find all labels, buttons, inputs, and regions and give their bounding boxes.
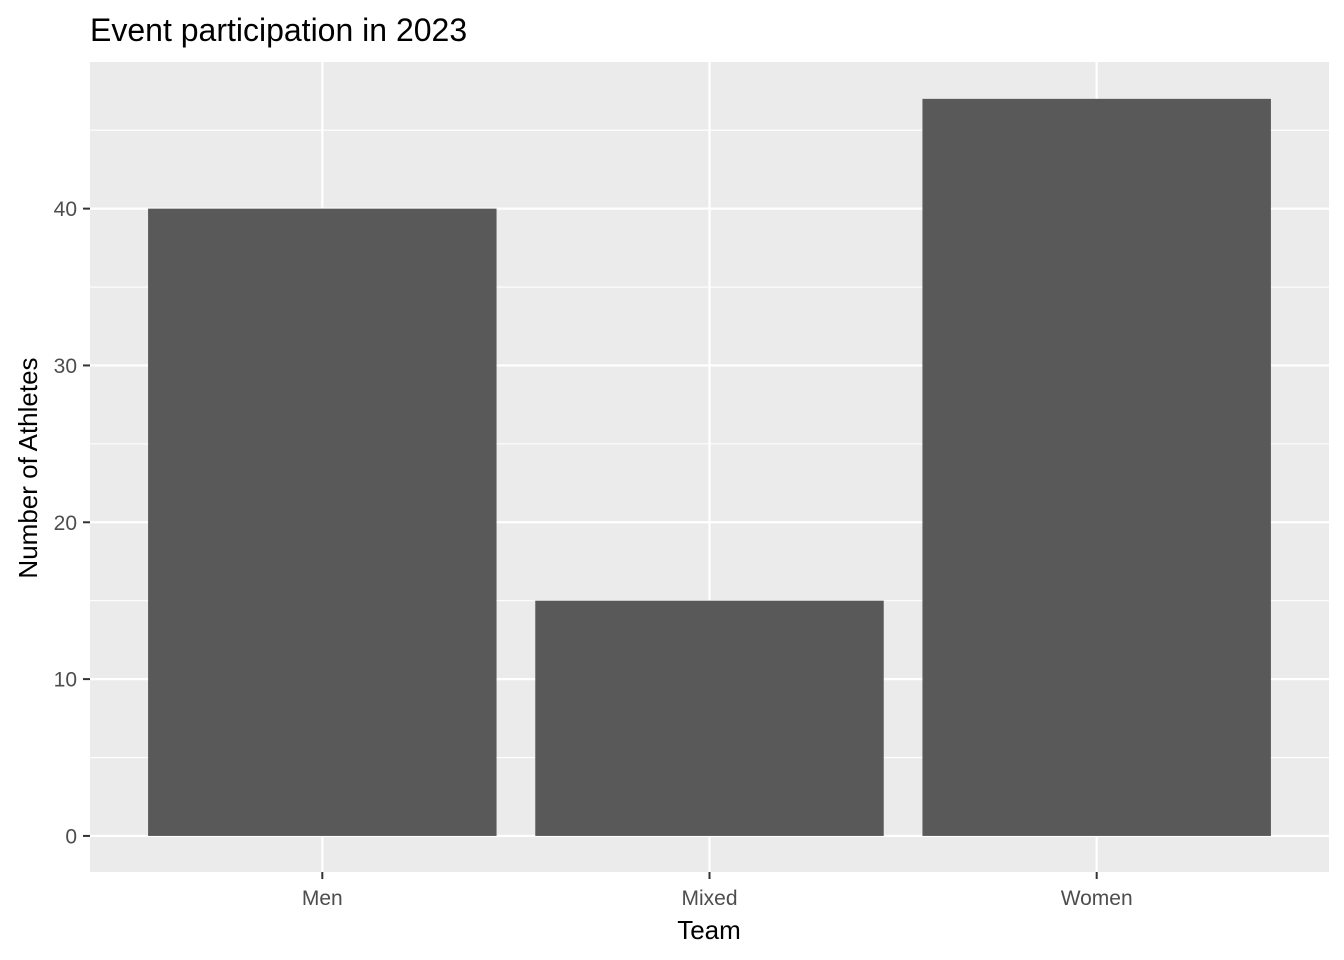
y-tick-label: 30 <box>54 355 77 378</box>
x-tick-label: Women <box>1061 887 1133 910</box>
bar-women <box>922 98 1271 836</box>
x-tick-label: Mixed <box>681 887 737 910</box>
y-axis: 0 10 20 30 40 <box>54 198 90 848</box>
x-axis-title: Team <box>677 915 741 945</box>
y-tick-label: 40 <box>54 198 77 221</box>
x-axis: Men Mixed Women <box>302 872 1133 910</box>
chart-title: Event participation in 2023 <box>90 12 467 48</box>
bar-mixed <box>535 600 884 836</box>
y-tick-label: 0 <box>65 825 77 848</box>
y-tick-label: 20 <box>54 512 77 535</box>
x-tick-label: Men <box>302 887 343 910</box>
y-tick-label: 10 <box>54 669 77 692</box>
bar-men <box>148 208 497 836</box>
y-axis-title: Number of Athletes <box>13 357 43 578</box>
bars <box>148 98 1271 836</box>
